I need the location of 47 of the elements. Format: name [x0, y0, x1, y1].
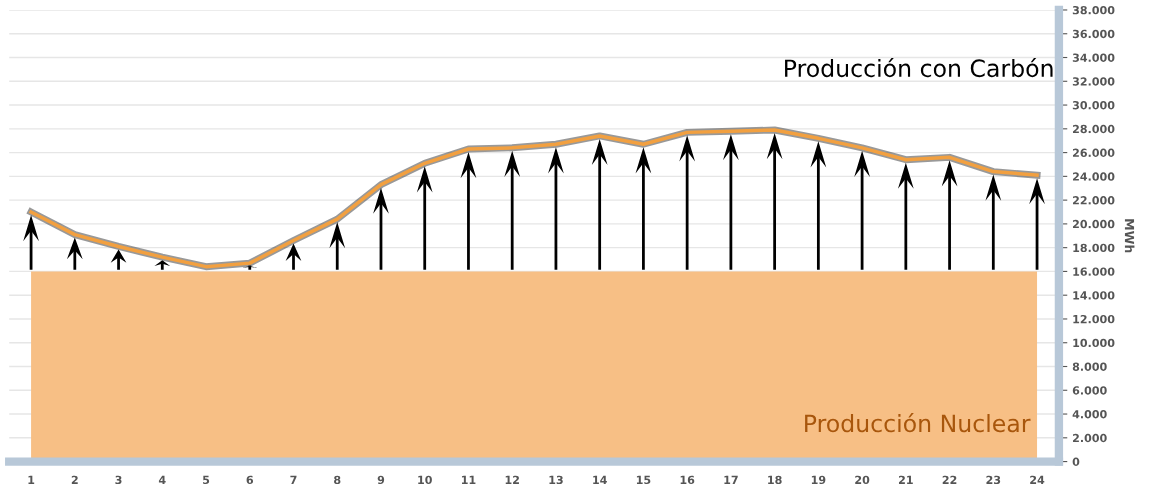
y-tick-label: 4.000 [1072, 410, 1107, 419]
x-tick-label: 20 [855, 475, 870, 485]
x-tick-label: 7 [290, 475, 297, 484]
y-tick-label: 32.000 [1072, 77, 1115, 86]
y-tick-label: 30.000 [1072, 101, 1115, 110]
y-tick-label: 6.000 [1072, 386, 1107, 395]
x-tick-label: 9 [377, 475, 385, 485]
x-tick-label: 10 [418, 475, 432, 485]
y-tick-label: 16.000 [1073, 267, 1115, 276]
x-tick-label: 6 [246, 475, 254, 485]
x-tick-label: 14 [593, 475, 607, 484]
y-tick-label: 24.000 [1072, 172, 1115, 181]
y-tick-label: 38.000 [1072, 5, 1115, 15]
y-axis-title: MWh [1124, 219, 1135, 253]
x-tick-label: 22 [942, 475, 957, 484]
text: Producción con Carbón [785, 57, 1053, 78]
y-tick-label: 28.000 [1072, 124, 1115, 134]
x-tick-label: 11 [461, 475, 476, 484]
x-tick-label: 4 [158, 475, 166, 484]
x-tick-label: 3 [115, 475, 122, 485]
x-tick-label: 5 [203, 475, 210, 485]
x-tick-label: 24 [1030, 475, 1045, 484]
y-tick-label: 14.000 [1073, 291, 1115, 300]
x-tick-label: 21 [898, 475, 913, 484]
y-tick-label: 36.000 [1072, 29, 1115, 39]
y-tick-label: 0 [1072, 457, 1080, 466]
x-tick-label: 8 [334, 475, 341, 485]
x-tick-label: 2 [71, 475, 78, 484]
y-tick-label: 22.000 [1072, 196, 1115, 205]
y-tick-label: 18.000 [1073, 243, 1115, 253]
x-tick-label: 16 [680, 475, 695, 485]
y-tick-label: 20.000 [1072, 219, 1115, 229]
x-tick-label: 15 [636, 475, 651, 485]
series-label: Producción Nuclear [805, 413, 1031, 433]
x-tick-label: 19 [811, 475, 826, 485]
x-tick-label: 17 [724, 475, 738, 484]
y-tick-label: 8.000 [1072, 362, 1107, 371]
y-tick-label: 10.000 [1073, 338, 1115, 348]
y-tick-label: 26.000 [1072, 148, 1115, 157]
x-tick-label: 13 [549, 475, 563, 485]
x-tick-label: 23 [986, 475, 1001, 485]
x-tick-label: 1 [28, 475, 35, 484]
y-tick-label: 34.000 [1072, 53, 1115, 62]
y-tick-label: 12.000 [1073, 314, 1115, 324]
x-tick-label: 12 [505, 475, 519, 484]
x-tick-label: 18 [768, 475, 782, 485]
y-tick-label: 2.000 [1072, 433, 1107, 443]
